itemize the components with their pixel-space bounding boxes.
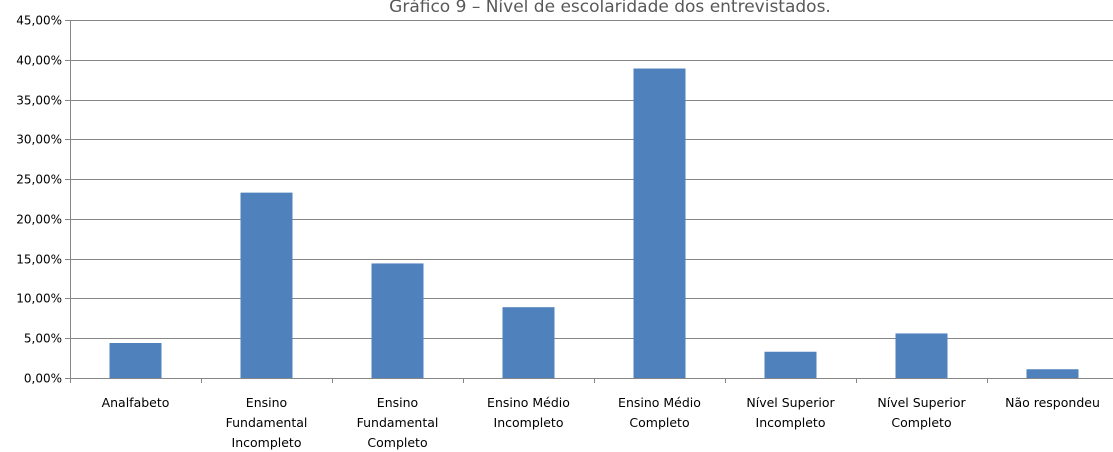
x-axis-category-labels: Analfabeto Ensino Fundamental IncompletoEns… (102, 395, 1100, 450)
bar (1026, 369, 1079, 378)
x-category-label: Analfabeto (102, 395, 170, 410)
x-category-label-line: Completo (367, 435, 427, 450)
y-tick-label: 5,00% (24, 332, 62, 346)
bars (109, 68, 1079, 378)
y-tick-label: 25,00% (16, 173, 62, 187)
bar (764, 351, 817, 378)
x-category-label: Nível Superior Incompleto (746, 395, 835, 430)
x-category-label-line: Ensino (377, 395, 418, 410)
y-tick-label: 20,00% (16, 213, 62, 227)
x-category-label-line: Ensino Médio (618, 395, 701, 410)
gridlines (65, 20, 1113, 379)
x-category-label: Ensino Fundamental Incompleto (226, 395, 308, 450)
x-category-label: Nível Superior Completo (877, 395, 966, 430)
x-category-label-line: Analfabeto (102, 395, 170, 410)
x-category-label-line: Ensino Médio (487, 395, 570, 410)
bar (502, 307, 555, 378)
x-category-label-line: Não respondeu (1005, 395, 1100, 410)
y-tick-label: 35,00% (16, 94, 62, 108)
bar (240, 192, 293, 378)
axes (70, 20, 1113, 383)
y-tick-label: 45,00% (16, 14, 62, 28)
bar (633, 68, 686, 378)
x-category-label-line: Nível Superior (746, 395, 835, 410)
y-tick-label: 10,00% (16, 292, 62, 306)
y-axis-tick-labels: 0,00% 5,00% 10,00% 15,00% 20,00% 25,00% 30,00%… (16, 14, 62, 386)
x-category-label-line: Nível Superior (877, 395, 966, 410)
bar (895, 333, 948, 378)
x-category-label-line: Fundamental (357, 415, 439, 430)
x-category-label: Não respondeu (1005, 395, 1100, 410)
chart-title: Gráfico 9 – Nível de escolaridade dos en… (389, 0, 831, 17)
x-category-label-line: Incompleto (494, 415, 564, 430)
y-tick-label: 40,00% (16, 54, 62, 68)
x-category-label-line: Incompleto (756, 415, 826, 430)
x-category-label-line: Incompleto (232, 435, 302, 450)
x-category-label: Ensino Médio Completo (618, 395, 701, 430)
y-tick-label: 15,00% (16, 253, 62, 267)
x-category-label-line: Ensino (246, 395, 287, 410)
x-category-label-line: Completo (629, 415, 689, 430)
x-category-label-line: Completo (891, 415, 951, 430)
x-category-label: Ensino Fundamental Completo (357, 395, 439, 450)
y-tick-label: 0,00% (24, 372, 62, 386)
x-category-label: Ensino Médio Incompleto (487, 395, 570, 430)
bar (109, 342, 162, 378)
y-tick-label: 30,00% (16, 133, 62, 147)
x-category-label-line: Fundamental (226, 415, 308, 430)
bar (371, 263, 424, 378)
